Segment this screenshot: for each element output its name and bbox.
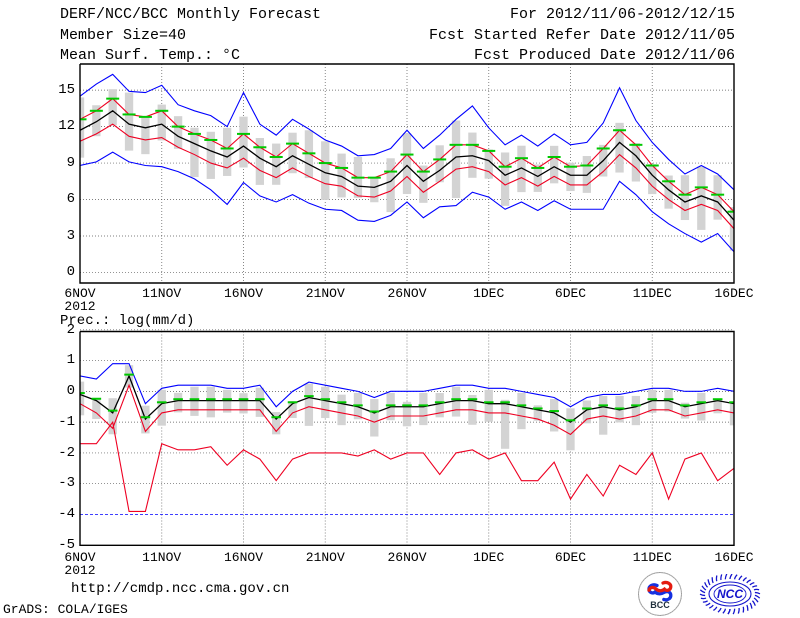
- svg-text:NCC: NCC: [717, 587, 743, 601]
- svg-text:BCC: BCC: [650, 600, 670, 610]
